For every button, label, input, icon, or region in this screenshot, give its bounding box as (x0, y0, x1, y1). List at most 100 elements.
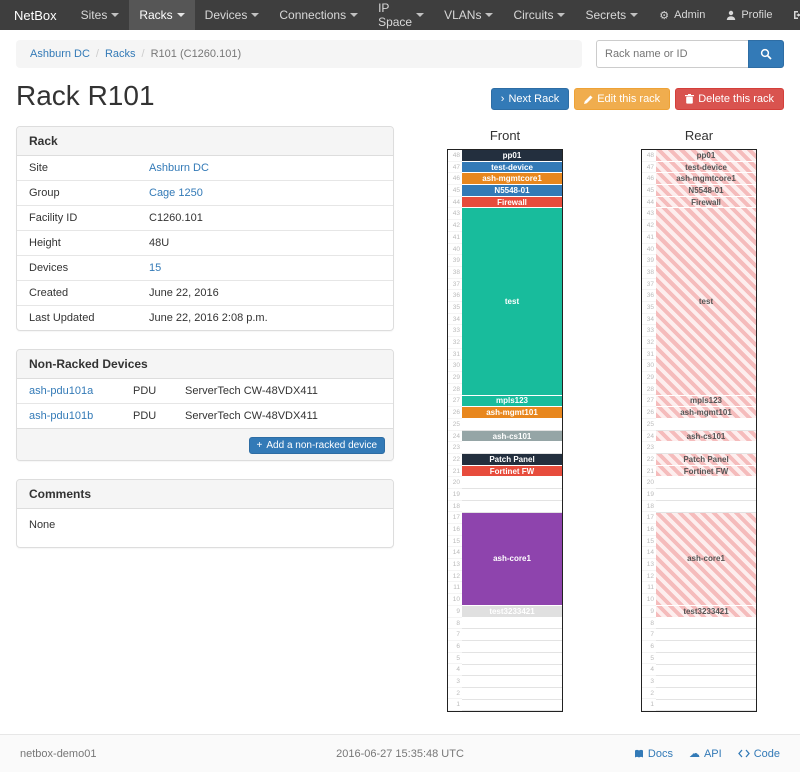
nav-item-racks[interactable]: Racks (129, 0, 195, 30)
comments-panel-title: Comments (17, 480, 393, 509)
rack-slot-empty[interactable] (656, 617, 756, 630)
rack-slot-empty[interactable] (462, 477, 562, 490)
rack-attr-link[interactable]: Cage 1250 (149, 187, 203, 199)
unit-number: 48 (642, 150, 656, 162)
nav-item-sites[interactable]: Sites (71, 0, 130, 30)
api-link[interactable]: ☁ API (689, 747, 722, 761)
unit-number: 46 (642, 173, 656, 186)
device-name-cell: ash-pdu101b (17, 404, 129, 428)
rack-slot-empty[interactable] (462, 489, 562, 501)
search-button[interactable] (748, 40, 784, 68)
nav-item-admin[interactable]: ⚙ Admin (648, 0, 715, 30)
edit-rack-button[interactable]: Edit this rack (574, 88, 671, 110)
breadcrumb-item[interactable]: Racks (104, 48, 136, 60)
unit-number: 46 (448, 173, 462, 186)
rack-slot-empty[interactable] (462, 617, 562, 630)
rack-slot-empty[interactable] (656, 652, 756, 665)
rack-device-front[interactable]: Fortinet FW (462, 465, 562, 478)
nav-item-vlans[interactable]: VLANs (434, 0, 503, 30)
nav-item-ip-space[interactable]: IP Space (368, 0, 434, 30)
rack-slot-empty[interactable] (656, 442, 756, 455)
unit-number: 2 (448, 688, 462, 700)
docs-link[interactable]: Docs (634, 747, 673, 760)
code-link[interactable]: Code (737, 747, 780, 760)
unit-number: 38 (642, 267, 656, 279)
unit-number: 30 (448, 360, 462, 373)
rack-slot-empty[interactable] (656, 477, 756, 490)
rack-attr-value: 15 (137, 256, 393, 280)
rack-slot-empty[interactable] (462, 652, 562, 665)
unit-number: 38 (448, 267, 462, 279)
rack-slot-empty[interactable] (656, 664, 756, 677)
device-link[interactable]: ash-pdu101b (29, 410, 94, 422)
rack-device-front[interactable]: ash-cs101 (462, 430, 562, 443)
unit-number: 17 (642, 512, 656, 524)
next-rack-button[interactable]: › Next Rack (490, 88, 570, 110)
rack-slot-empty[interactable] (462, 500, 562, 513)
rack-attr-link[interactable]: 15 (149, 262, 162, 274)
nav-item-profile[interactable]: Profile (715, 0, 782, 30)
rack-device-front[interactable]: Firewall (462, 196, 562, 209)
rack-device-rear[interactable]: test (656, 208, 756, 396)
rack-panel: Rack Site Ashburn DC Group Cage 1250 Facilit… (16, 126, 394, 331)
rack-device-front[interactable]: mpls123 (462, 395, 562, 408)
rack-device-rear[interactable]: test-device (656, 161, 756, 174)
rack-slot-empty[interactable] (656, 641, 756, 653)
breadcrumb-item[interactable]: Ashburn DC (30, 48, 90, 60)
chevron-down-icon (251, 13, 260, 17)
rack-device-front[interactable]: pp01 (462, 150, 562, 162)
rack-slot-empty[interactable] (462, 442, 562, 455)
rack-device-rear[interactable]: Fortinet FW (656, 465, 756, 478)
rack-device-front[interactable]: ash-core1 (462, 512, 562, 607)
rack-device-rear[interactable]: ash-mgmt101 (656, 407, 756, 419)
rack-slot-empty[interactable] (656, 500, 756, 513)
rack-device-rear[interactable]: ash-mgmtcore1 (656, 173, 756, 186)
rack-device-front[interactable]: test3233421 (462, 606, 562, 618)
unit-number: 41 (448, 232, 462, 244)
rack-device-rear[interactable]: ash-core1 (656, 512, 756, 607)
rack-slot-empty[interactable] (656, 419, 756, 431)
rack-slot-empty[interactable] (462, 664, 562, 677)
rack-device-rear[interactable]: ash-cs101 (656, 430, 756, 443)
rack-device-front[interactable]: ash-mgmtcore1 (462, 173, 562, 186)
breadcrumb-separator: / (141, 48, 145, 60)
rack-device-rear[interactable]: test3233421 (656, 606, 756, 618)
rack-device-rear[interactable]: pp01 (656, 150, 756, 162)
unit-number: 43 (448, 208, 462, 221)
rack-slot-empty[interactable] (656, 676, 756, 688)
rack-slot-empty[interactable] (462, 641, 562, 653)
device-link[interactable]: ash-pdu101a (29, 385, 94, 397)
rack-slot-empty[interactable] (462, 699, 562, 712)
rack-slot-empty[interactable] (656, 687, 756, 700)
rack-device-rear[interactable]: mpls123 (656, 395, 756, 408)
rack-attr-value: Cage 1250 (137, 181, 393, 205)
delete-rack-button[interactable]: Delete this rack (675, 88, 784, 110)
rack-device-rear[interactable]: Patch Panel (656, 454, 756, 466)
brand[interactable]: NetBox (14, 7, 57, 23)
rack-slot-empty[interactable] (462, 419, 562, 431)
rack-slot-empty[interactable] (656, 489, 756, 501)
nav-item-circuits[interactable]: Circuits (503, 0, 575, 30)
rack-device-rear[interactable]: N5548-01 (656, 185, 756, 197)
rack-device-front[interactable]: Patch Panel (462, 454, 562, 466)
rack-slot-empty[interactable] (656, 699, 756, 712)
rack-device-front[interactable]: test (462, 208, 562, 396)
search-input[interactable] (596, 40, 748, 68)
unit-number: 28 (642, 384, 656, 396)
rack-device-front[interactable]: ash-mgmt101 (462, 407, 562, 419)
rack-slot-empty[interactable] (656, 629, 756, 642)
add-non-racked-device-button[interactable]: + Add a non-racked device (248, 437, 385, 454)
rack-slot-empty[interactable] (462, 629, 562, 642)
rack-slot-empty[interactable] (462, 676, 562, 688)
nav-item-connections[interactable]: Connections (269, 0, 368, 30)
rack-slot-empty[interactable] (462, 687, 562, 700)
nav-item-logout[interactable]: Log out (783, 0, 800, 30)
unit-number: 7 (642, 629, 656, 641)
nav-item-secrets[interactable]: Secrets (575, 0, 648, 30)
rack-attr-link[interactable]: Ashburn DC (149, 162, 209, 174)
unit-number: 20 (642, 477, 656, 489)
nav-item-devices[interactable]: Devices (195, 0, 270, 30)
rack-device-rear[interactable]: Firewall (656, 196, 756, 209)
rack-device-front[interactable]: N5548-01 (462, 185, 562, 197)
rack-device-front[interactable]: test-device (462, 161, 562, 174)
